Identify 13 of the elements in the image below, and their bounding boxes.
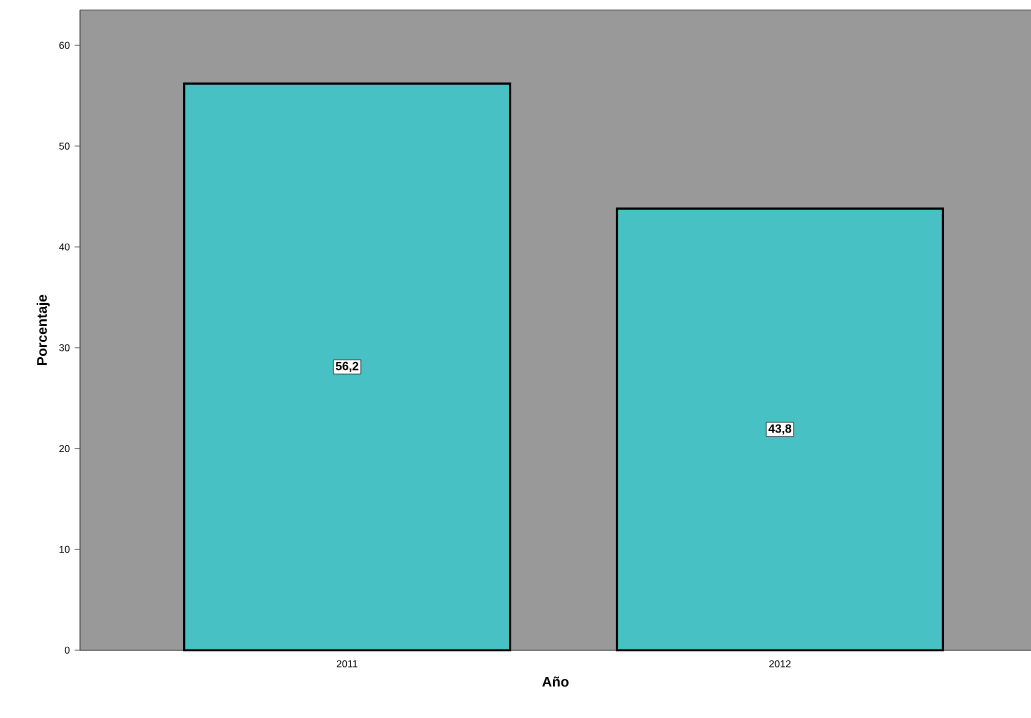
y-tick-label: 10 [59, 546, 70, 554]
y-axis-title: Porcentaje [36, 295, 50, 366]
y-tick-label: 50 [59, 142, 70, 150]
y-tick-label: 0 [64, 646, 70, 654]
x-tick-label: 2012 [769, 660, 791, 668]
y-tick-label: 20 [59, 445, 70, 453]
y-tick-label: 30 [59, 344, 70, 352]
y-tick-label: 40 [59, 243, 70, 251]
x-axis-title: Año [542, 676, 569, 687]
y-tick-label: 60 [59, 41, 70, 50]
data-label: 56,2 [335, 361, 359, 373]
x-tick-label: 2011 [336, 660, 358, 668]
data-label: 43,8 [768, 424, 792, 435]
